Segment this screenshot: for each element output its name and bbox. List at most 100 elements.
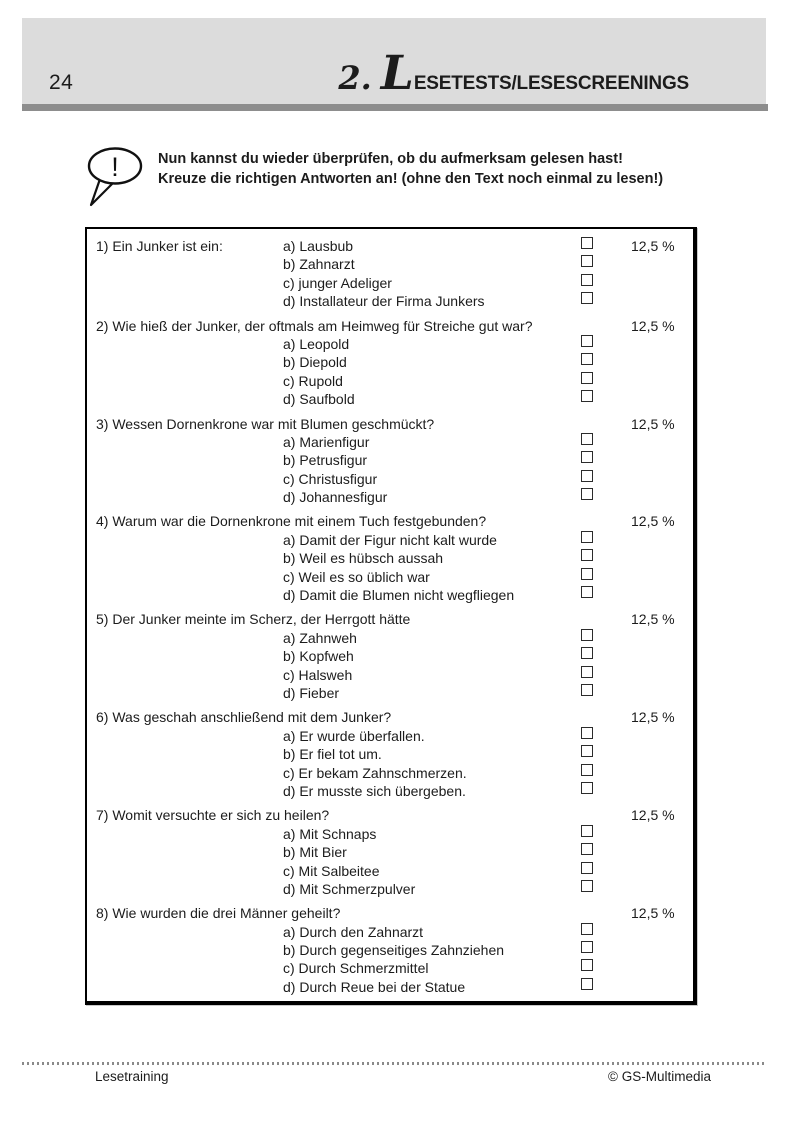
- answer-checkbox[interactable]: [581, 726, 593, 739]
- instruction-text: Nun kannst du wieder überprüfen, ob du a…: [158, 149, 663, 189]
- answer-checkbox[interactable]: [581, 647, 593, 660]
- answer-checkbox[interactable]: [581, 879, 593, 892]
- header-rule-bar: [22, 104, 768, 111]
- option-label: a) Leopold: [283, 335, 350, 352]
- percent-label: 12,5 %: [631, 415, 675, 432]
- option-label: d) Johannesfigur: [283, 489, 388, 506]
- option-label: b) Kopfweh: [283, 648, 354, 665]
- question-text: 7) Womit versuchte er sich zu heilen?: [96, 807, 330, 824]
- footer-dotted-rule: [22, 1062, 766, 1065]
- exclamation-bubble-icon: !: [87, 147, 143, 207]
- answer-checkbox[interactable]: [581, 567, 593, 580]
- question-block: 6) Was geschah anschließend mit dem Junk…: [87, 708, 693, 800]
- answer-checkbox[interactable]: [581, 959, 593, 972]
- question-text: 8) Wie wurden die drei Männer geheilt?: [96, 905, 341, 922]
- page-number: 24: [49, 71, 74, 94]
- question-text: 5) Der Junker meinte im Scherz, der Herr…: [96, 611, 411, 628]
- answer-checkbox[interactable]: [581, 255, 593, 268]
- option-label: a) Durch den Zahnarzt: [283, 923, 424, 940]
- answer-checkbox[interactable]: [581, 530, 593, 543]
- percent-label: 12,5 %: [631, 238, 675, 254]
- option-label: a) Marienfigur: [283, 433, 370, 450]
- percent-label: 12,5 %: [631, 513, 675, 530]
- instruction-line-2: Kreuze die richtigen Antworten an! (ohne…: [158, 171, 664, 187]
- option-label: a) Lausbub: [283, 238, 354, 254]
- option-label: b) Diepold: [283, 354, 347, 371]
- answer-checkbox[interactable]: [581, 683, 593, 696]
- option-label: b) Weil es hübsch aussah: [283, 550, 444, 567]
- option-label: b) Zahnarzt: [283, 256, 355, 273]
- question-text: 3) Wessen Dornenkrone war mit Blumen ges…: [96, 415, 435, 432]
- option-label: c) Mit Salbeitee: [283, 862, 380, 879]
- answer-checkbox[interactable]: [581, 977, 593, 990]
- answer-checkbox[interactable]: [581, 781, 593, 794]
- answer-checkbox[interactable]: [581, 861, 593, 874]
- option-label: d) Er musste sich übergeben.: [283, 782, 466, 799]
- option-label: c) Halsweh: [283, 666, 353, 683]
- answer-checkbox[interactable]: [581, 549, 593, 562]
- answer-checkbox[interactable]: [581, 292, 593, 305]
- question-text: 2) Wie hieß der Junker, der oftmals am H…: [96, 317, 533, 334]
- option-label: c) Rupold: [283, 372, 343, 389]
- question-block: 5) Der Junker meinte im Scherz, der Herr…: [87, 610, 693, 702]
- question-text: 6) Was geschah anschließend mit dem Junk…: [96, 709, 392, 726]
- percent-label: 12,5 %: [631, 611, 675, 628]
- answer-checkbox[interactable]: [581, 451, 593, 464]
- answer-checkbox[interactable]: [581, 432, 593, 445]
- answer-checkbox[interactable]: [581, 665, 593, 678]
- answer-checkbox[interactable]: [581, 763, 593, 776]
- option-label: c) Christusfigur: [283, 470, 378, 487]
- answer-checkbox[interactable]: [581, 824, 593, 837]
- option-label: a) Mit Schnaps: [283, 825, 377, 842]
- header-band: 24 2. L ESETESTS/LESESCREENINGS: [22, 18, 766, 104]
- option-label: d) Saufbold: [283, 391, 355, 408]
- quiz-box: 1) Ein Junker ist ein: a) Lausbub 12,5 %…: [85, 227, 697, 1005]
- option-label: d) Installateur der Firma Junkers: [283, 293, 485, 310]
- option-label: b) Er fiel tot um.: [283, 746, 382, 763]
- answer-checkbox[interactable]: [581, 469, 593, 482]
- option-label: d) Mit Schmerzpulver: [283, 880, 416, 897]
- option-label: c) Durch Schmerzmittel: [283, 960, 429, 977]
- option-label: c) Weil es so üblich war: [283, 568, 430, 585]
- footer-copyright-label: © GS-Multimedia: [608, 1069, 711, 1084]
- chapter-title: 2. L ESETESTS/LESESCREENINGS: [338, 46, 689, 101]
- answer-checkbox[interactable]: [581, 488, 593, 501]
- instruction-line-1: Nun kannst du wieder überprüfen, ob du a…: [158, 151, 623, 167]
- question-block: 1) Ein Junker ist ein: a) Lausbub 12,5 %…: [87, 237, 693, 311]
- chapter-title-rest: ESETESTS/LESESCREENINGS: [413, 73, 689, 94]
- answer-checkbox[interactable]: [581, 586, 593, 599]
- answer-checkbox[interactable]: [581, 941, 593, 954]
- question-block: 3) Wessen Dornenkrone war mit Blumen ges…: [87, 415, 693, 507]
- answer-checkbox[interactable]: [581, 628, 593, 641]
- option-label: a) Damit der Figur nicht kalt wurde: [283, 531, 497, 548]
- answer-checkbox[interactable]: [581, 334, 593, 347]
- option-label: c) junger Adeliger: [283, 274, 392, 291]
- option-label: d) Damit die Blumen nicht wegfliegen: [283, 587, 515, 604]
- option-label: b) Durch gegenseitiges Zahnziehen: [283, 942, 505, 959]
- answer-checkbox[interactable]: [581, 390, 593, 403]
- question-block: 7) Womit versuchte er sich zu heilen? 12…: [87, 806, 693, 898]
- question-block: 2) Wie hieß der Junker, der oftmals am H…: [87, 317, 693, 409]
- answer-checkbox[interactable]: [581, 371, 593, 384]
- option-label: c) Er bekam Zahnschmerzen.: [283, 764, 467, 781]
- option-label: b) Mit Bier: [283, 844, 347, 861]
- question-text: 1) Ein Junker ist ein:: [96, 238, 223, 254]
- answer-checkbox[interactable]: [581, 922, 593, 935]
- option-label: d) Fieber: [283, 684, 340, 701]
- answer-checkbox[interactable]: [581, 237, 593, 249]
- percent-label: 12,5 %: [631, 807, 675, 824]
- answer-checkbox[interactable]: [581, 843, 593, 856]
- exclamation-mark: !: [111, 152, 119, 182]
- answer-checkbox[interactable]: [581, 273, 593, 286]
- question-block: 4) Warum war die Dornenkrone mit einem T…: [87, 512, 693, 604]
- option-label: b) Petrusfigur: [283, 452, 368, 469]
- percent-label: 12,5 %: [631, 709, 675, 726]
- chapter-number: 2.: [338, 59, 372, 97]
- option-label: d) Durch Reue bei der Statue: [283, 978, 466, 995]
- option-label: a) Er wurde überfallen.: [283, 727, 425, 744]
- percent-label: 12,5 %: [631, 905, 675, 922]
- question-block: 8) Wie wurden die drei Männer geheilt? 1…: [87, 904, 693, 996]
- question-text: 4) Warum war die Dornenkrone mit einem T…: [96, 513, 487, 530]
- answer-checkbox[interactable]: [581, 353, 593, 366]
- answer-checkbox[interactable]: [581, 745, 593, 758]
